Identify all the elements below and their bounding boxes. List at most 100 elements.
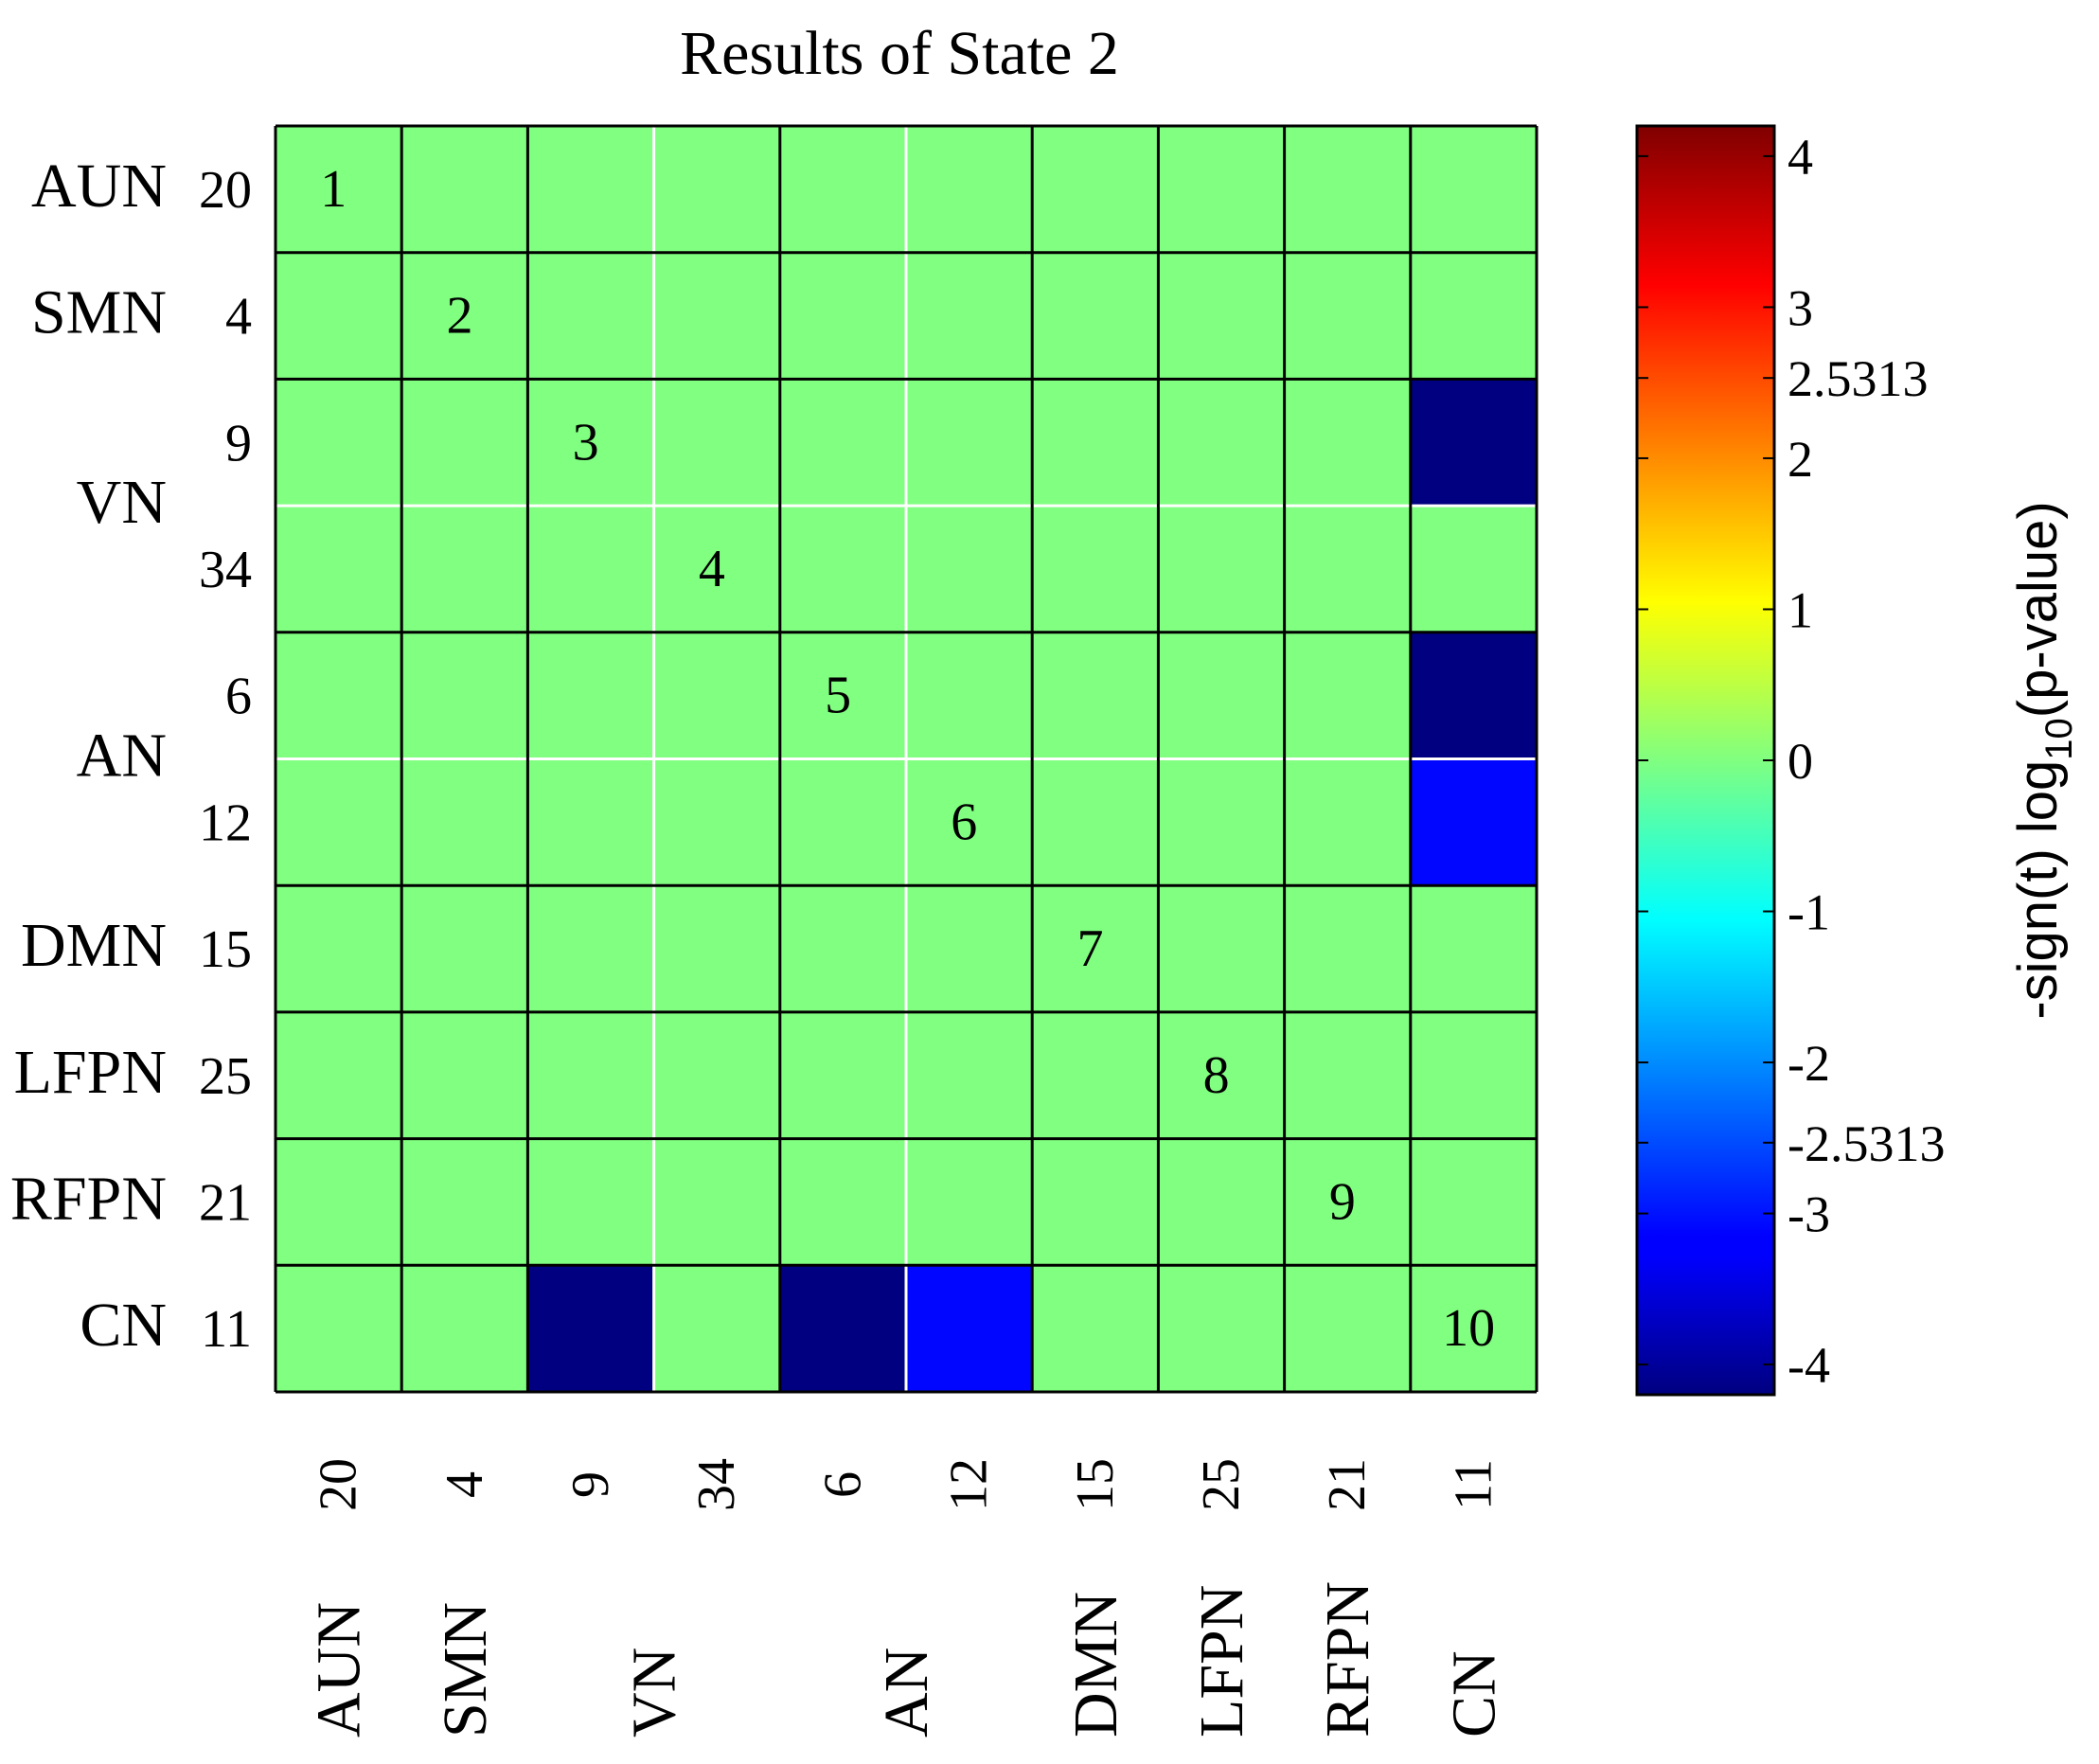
heatmap-cell (1158, 1138, 1286, 1266)
heatmap-cell (1284, 506, 1412, 633)
heatmap-cell (1410, 1265, 1538, 1393)
heatmap-cell (401, 126, 528, 254)
heatmap-cell (653, 1138, 781, 1266)
heatmap-cell (779, 1265, 907, 1393)
heatmap-cell (401, 252, 528, 380)
column-group-label: LFPN (1187, 1585, 1256, 1737)
row-group-label: SMN (31, 278, 167, 347)
heatmap-cell (1410, 506, 1538, 633)
row-group-label: LFPN (14, 1038, 167, 1107)
heatmap-cell (276, 1265, 402, 1393)
heatmap-cell (779, 1011, 907, 1140)
subgroup-dividers (276, 126, 1537, 1392)
diagonal-label: 9 (1329, 1172, 1356, 1231)
heatmap-cell (1410, 632, 1538, 759)
colorbar-tick-label: 1 (1788, 581, 1813, 638)
heatmap-cell (1032, 885, 1159, 1013)
heatmap-cell (401, 1265, 528, 1393)
heatmap-cell (276, 252, 402, 380)
heatmap-cell (527, 1138, 655, 1266)
heatmap-cell (276, 758, 402, 886)
row-group-label: AUN (31, 151, 167, 221)
column-group-label: AN (872, 1648, 941, 1737)
column-tick-label: 9 (561, 1471, 620, 1498)
heatmap-cell (1158, 126, 1286, 254)
heatmap-cell (276, 506, 402, 633)
heatmap-cell (1158, 506, 1286, 633)
row-group-label: DMN (21, 911, 167, 980)
heatmap-cell (527, 1265, 655, 1393)
row-tick-label: 34 (199, 541, 252, 599)
column-group-label: DMN (1061, 1592, 1130, 1737)
heatmap-cell (779, 1138, 907, 1266)
diagonal-label: 10 (1442, 1299, 1495, 1358)
row-tick-label: 6 (225, 668, 252, 726)
diagonal-label: 6 (951, 793, 977, 851)
heatmap-cell (906, 885, 1033, 1013)
heatmap-cell (779, 885, 907, 1013)
heatmap-cell (1032, 758, 1159, 886)
heatmap-cell (779, 379, 907, 507)
heatmap-cell (276, 632, 402, 759)
heatmap-cell (1158, 379, 1286, 507)
heatmap-cell (906, 1265, 1033, 1393)
heatmap-cell (527, 506, 655, 633)
heatmap-cell (527, 632, 655, 759)
colorbar (1635, 124, 1776, 1397)
heatmap-cell (906, 379, 1033, 507)
heatmap-cell (527, 1011, 655, 1140)
heatmap-cell (1032, 379, 1159, 507)
row-group-label: AN (77, 722, 167, 791)
heatmap-cell (1032, 506, 1159, 633)
heatmap-cell (779, 758, 907, 886)
colorbar-tick-label: -4 (1788, 1337, 1830, 1394)
column-group-label: SMN (431, 1602, 500, 1737)
colorbar-tick-label: 4 (1788, 129, 1813, 186)
heatmap-cell (653, 506, 781, 633)
heatmap-cell (906, 126, 1033, 254)
heatmap-cell (653, 885, 781, 1013)
row-tick-label: 25 (199, 1047, 252, 1106)
column-tick-label: 20 (310, 1458, 368, 1511)
heatmap-cell (906, 1011, 1033, 1140)
row-group-label: RFPN (10, 1164, 167, 1233)
diagonal-label: 8 (1203, 1046, 1230, 1105)
heatmap-cell (527, 758, 655, 886)
row-tick-label: 11 (201, 1300, 252, 1359)
heatmap-cell (401, 379, 528, 507)
colorbar-tick-label: -2 (1788, 1035, 1830, 1092)
heatmap-cell (401, 1138, 528, 1266)
heatmap-cell (653, 126, 781, 254)
heatmap-cell (1032, 1011, 1159, 1140)
colorbar-ticks: 4 3 2.5313 2 1 0 -1 -2 -2.5313 -3 -4 (1637, 129, 1945, 1394)
heatmap-cell (1158, 1265, 1286, 1393)
column-labels: 20 4 9 34 6 12 15 25 21 11 AUN SMN VN AN DMN LFPN RFPN CN (305, 1458, 1509, 1737)
heatmap-cell (401, 632, 528, 759)
heatmap-cell (906, 506, 1033, 633)
heatmap-cell (1284, 1265, 1412, 1393)
colorbar-tick-label: 3 (1788, 279, 1813, 336)
diagonal-label: 2 (446, 287, 472, 346)
colorbar-tick-label: -2.5313 (1788, 1115, 1945, 1172)
column-group-label: RFPN (1313, 1581, 1382, 1737)
heatmap-cell (906, 758, 1033, 886)
row-tick-label: 12 (199, 793, 252, 852)
heatmap-cell (1284, 252, 1412, 380)
heatmap-cell (653, 632, 781, 759)
row-group-label: CN (80, 1291, 167, 1360)
colorbar-tick-label: -1 (1788, 884, 1830, 941)
diagonal-label: 5 (825, 667, 851, 725)
heatmap-cell (1032, 1138, 1159, 1266)
heatmap-cell (527, 379, 655, 507)
heatmap-cell (1284, 632, 1412, 759)
heatmap-cell (653, 758, 781, 886)
heatmap-cell (1032, 632, 1159, 759)
row-tick-label: 4 (225, 288, 252, 347)
chart-title: Results of State 2 (680, 19, 1119, 88)
heatmap-cell (1410, 1138, 1538, 1266)
diagonal-label: 4 (699, 540, 725, 598)
heatmap-cell (653, 379, 781, 507)
heatmap-cell (401, 506, 528, 633)
heatmap-cell (276, 379, 402, 507)
